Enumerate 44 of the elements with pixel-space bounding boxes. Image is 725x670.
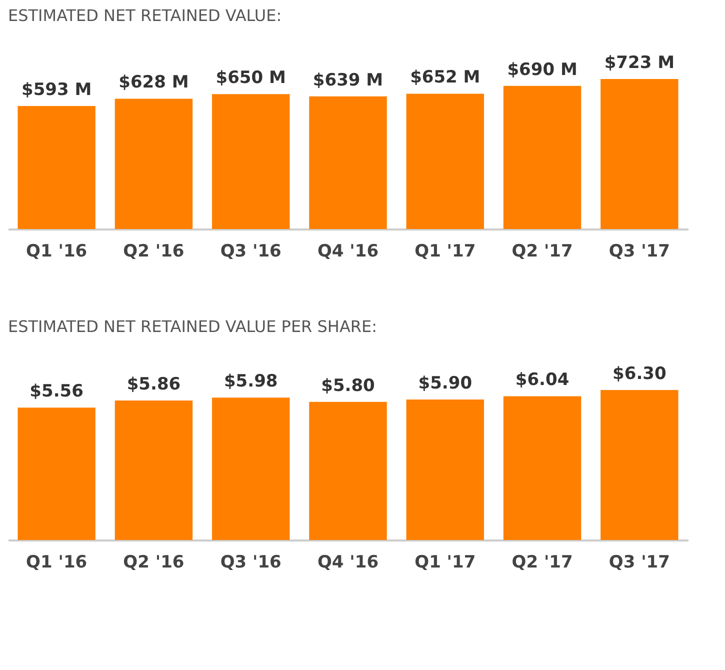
bar <box>18 106 96 229</box>
bar <box>600 79 678 229</box>
data-label: $593 M <box>21 80 92 100</box>
data-label: $5.56 <box>30 382 84 402</box>
x-tick-label: Q2 '17 <box>512 552 573 572</box>
x-tick-label: Q1 '17 <box>414 242 476 262</box>
x-tick-label: Q2 '16 <box>123 552 184 572</box>
bar <box>114 400 193 540</box>
bar <box>406 400 484 540</box>
data-label: $628 M <box>118 72 189 93</box>
data-label: $6.04 <box>515 370 570 390</box>
bar <box>406 94 484 229</box>
x-tick-label: Q3 '16 <box>220 552 282 572</box>
data-label: $639 M <box>312 70 384 90</box>
bar <box>309 96 387 229</box>
bar <box>114 98 193 229</box>
x-tick-label: Q1 '17 <box>414 552 476 572</box>
x-tick-label: Q4 '16 <box>317 552 379 572</box>
data-label: $5.86 <box>126 374 181 394</box>
chart-title: ESTIMATED NET RETAINED VALUE PER SHARE: <box>8 317 377 336</box>
bar <box>600 390 678 540</box>
bar <box>212 398 290 540</box>
bar <box>503 396 582 540</box>
data-label: $652 M <box>410 68 480 88</box>
data-label: $5.90 <box>418 374 472 394</box>
bar <box>309 402 387 540</box>
x-tick-label: Q2 '17 <box>512 242 573 262</box>
data-label: $5.80 <box>321 376 376 396</box>
data-label: $723 M <box>604 53 675 73</box>
x-tick-label: Q1 '16 <box>26 242 88 262</box>
bar <box>503 86 582 229</box>
x-tick-label: Q2 '16 <box>123 242 184 262</box>
data-label: $6.30 <box>612 364 666 384</box>
bar <box>212 94 290 229</box>
x-tick-label: Q3 '17 <box>608 242 670 262</box>
bar <box>18 408 96 540</box>
x-tick-label: Q4 '16 <box>317 242 379 262</box>
data-label: $650 M <box>216 68 286 88</box>
x-tick-label: Q3 '16 <box>220 242 282 262</box>
chart-title: ESTIMATED NET RETAINED VALUE: <box>8 6 282 25</box>
x-tick-label: Q1 '16 <box>26 552 88 572</box>
x-tick-label: Q3 '17 <box>608 552 670 572</box>
data-label: $690 M <box>507 60 578 80</box>
data-label: $5.98 <box>224 372 278 392</box>
